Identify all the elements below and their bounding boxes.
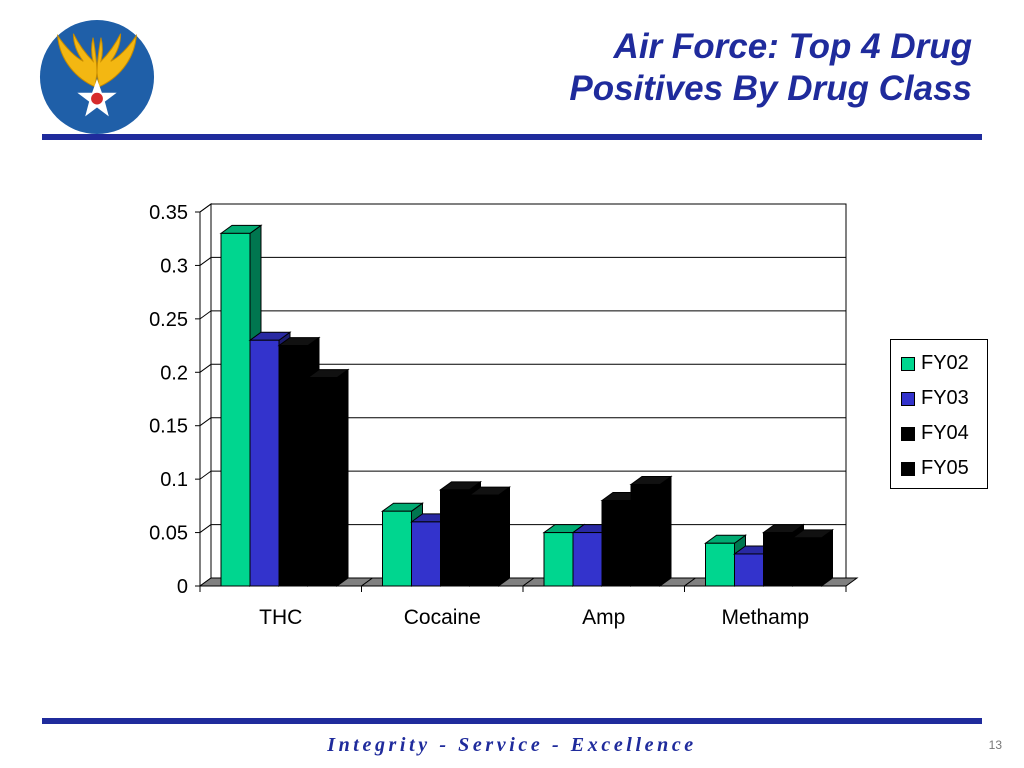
bar-methamp-fy05 [792, 537, 822, 587]
slide-title-line-2: Positives By Drug Class [569, 69, 972, 108]
page-number: 13 [988, 738, 1002, 752]
y-tick-label: 0.05 [149, 523, 188, 545]
bar-amp-fy05 [630, 483, 661, 587]
y-tick-label: 0.2 [160, 362, 188, 384]
legend-label-fy04: FY04 [921, 422, 969, 444]
legend-label-fy05: FY05 [921, 457, 969, 479]
y-tick-label: 0.35 [149, 202, 188, 224]
bar-thc-fy03 [249, 339, 280, 587]
bar-amp-fy02 [543, 532, 574, 587]
bar-side-methamp-fy05 [821, 528, 833, 587]
y-tick-label: 0.25 [149, 309, 188, 331]
air-force-logo [39, 19, 155, 135]
gridline-diagonal [199, 363, 212, 373]
gridline-diagonal [199, 310, 212, 320]
gridline-diagonal [199, 470, 212, 480]
legend-item-fy04: FY04 [891, 416, 987, 451]
y-tick-label: 0.15 [149, 416, 188, 438]
chart-legend: FY02 FY03 FY04 FY05 [890, 339, 988, 489]
bar-methamp-fy02 [705, 542, 735, 587]
bar-thc-fy05 [307, 377, 338, 587]
top-divider [42, 134, 982, 140]
bar-side-amp-fy05 [659, 475, 672, 587]
x-tick-label-methamp: Methamp [721, 606, 809, 629]
bar-side-thc-fy05 [336, 368, 349, 587]
bar-side-cocaine-fy05 [498, 486, 510, 587]
footer-motto: Integrity - Service - Excellence [327, 734, 697, 756]
x-tick-label-cocaine: Cocaine [404, 606, 481, 629]
legend-label-fy02: FY02 [921, 352, 969, 374]
bar-cocaine-fy04 [440, 489, 470, 587]
y-tick-label: 0.1 [160, 469, 188, 491]
bar-thc-fy02 [220, 232, 251, 587]
bar-cocaine-fy05 [469, 494, 499, 587]
legend-item-fy02: FY02 [891, 346, 987, 381]
gridline-diagonal [199, 417, 212, 427]
y-tick-label: 0 [177, 576, 188, 598]
gridline-diagonal [199, 203, 212, 213]
gridline-diagonal [199, 257, 212, 266]
bar-amp-fy04 [601, 500, 632, 587]
legend-item-fy05: FY05 [891, 451, 987, 486]
slide-title: Air Force: Top 4 Drug Positives By Drug … [332, 26, 972, 110]
legend-swatch-fy04 [901, 426, 915, 441]
bottom-divider [42, 718, 982, 724]
slide-title-line-1: Air Force: Top 4 Drug [613, 27, 972, 66]
gridline-diagonal [199, 524, 212, 533]
legend-item-fy03: FY03 [891, 381, 987, 416]
x-tick-label-thc: THC [259, 606, 302, 629]
bar-methamp-fy03 [734, 553, 764, 587]
legend-label-fy03: FY03 [921, 387, 969, 409]
legend-swatch-fy02 [901, 356, 915, 371]
y-tick-label: 0.3 [160, 255, 188, 277]
bar-thc-fy04 [278, 345, 309, 587]
legend-swatch-fy03 [901, 391, 915, 406]
bar-cocaine-fy03 [411, 521, 441, 587]
bar-amp-fy03 [572, 532, 603, 587]
legend-swatch-fy05 [901, 461, 915, 476]
bar-cocaine-fy02 [382, 510, 412, 587]
bar-methamp-fy04 [763, 532, 793, 587]
x-tick-label-amp: Amp [582, 606, 625, 629]
